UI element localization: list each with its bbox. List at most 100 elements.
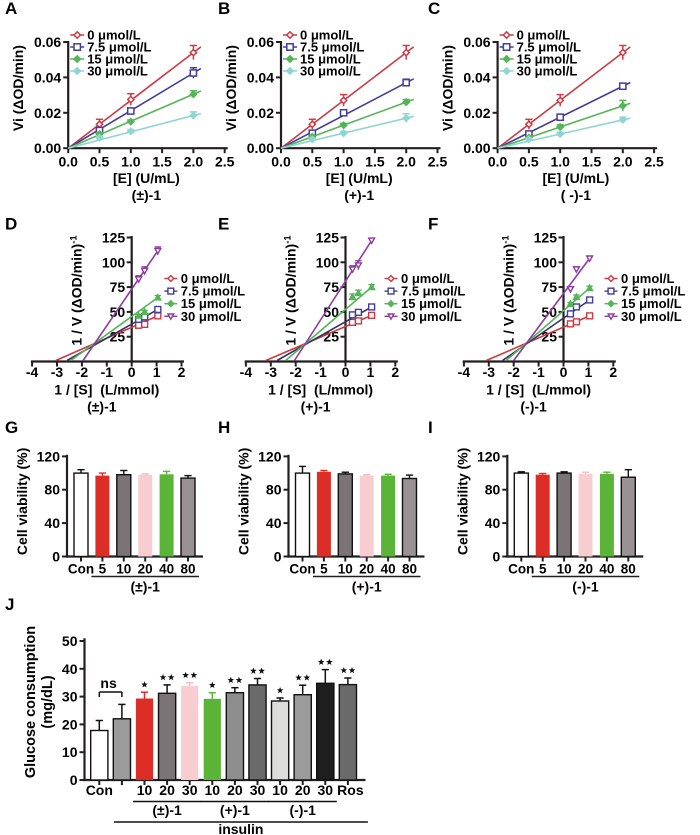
- svg-text:40: 40: [381, 562, 396, 577]
- svg-text:5: 5: [539, 562, 547, 577]
- svg-text:-2: -2: [76, 364, 89, 380]
- svg-text:30: 30: [318, 782, 334, 798]
- svg-text:1.0: 1.0: [550, 154, 570, 170]
- svg-text:-4: -4: [240, 364, 253, 380]
- svg-text:Cell viability (%): Cell viability (%): [14, 448, 30, 555]
- svg-text:75: 75: [323, 279, 339, 295]
- svg-text:100: 100: [316, 254, 340, 270]
- svg-text:A: A: [5, 0, 17, 18]
- svg-text:1 / V (ΔOD/min)-1: 1 / V (ΔOD/min)-1: [283, 235, 299, 346]
- svg-text:30 μmol/L: 30 μmol/L: [181, 309, 242, 324]
- svg-text:(±)-1: (±)-1: [152, 802, 182, 818]
- svg-text:2.0: 2.0: [184, 154, 204, 170]
- svg-text:0.5: 0.5: [90, 154, 110, 170]
- svg-text:Con: Con: [86, 782, 113, 798]
- svg-text:15 μmol/L: 15 μmol/L: [181, 296, 242, 311]
- svg-text:2.0: 2.0: [613, 154, 633, 170]
- svg-text:C: C: [428, 0, 440, 18]
- svg-text:Con: Con: [68, 562, 94, 577]
- svg-text:0.04: 0.04: [34, 69, 61, 85]
- svg-text:75: 75: [110, 279, 126, 295]
- svg-text:D: D: [5, 215, 17, 234]
- svg-text:30 μmol/L: 30 μmol/L: [517, 64, 578, 79]
- svg-text:1 / V (ΔOD/min)-1: 1 / V (ΔOD/min)-1: [501, 235, 517, 346]
- svg-text:J: J: [5, 595, 14, 614]
- svg-text:20: 20: [62, 716, 78, 732]
- svg-text:15 μmol/L: 15 μmol/L: [517, 52, 578, 67]
- svg-text:40: 40: [44, 515, 60, 531]
- svg-text:80: 80: [266, 482, 282, 498]
- svg-text:1.0: 1.0: [121, 154, 141, 170]
- svg-text:25: 25: [323, 329, 339, 345]
- svg-text:(+)-1: (+)-1: [220, 802, 250, 818]
- svg-text:0: 0: [128, 364, 136, 380]
- svg-text:Con: Con: [508, 562, 534, 577]
- svg-text:0 μmol/L: 0 μmol/L: [517, 28, 571, 43]
- svg-text:0.06: 0.06: [34, 34, 61, 50]
- svg-text:Vi (ΔOD/min): Vi (ΔOD/min): [10, 45, 26, 131]
- svg-text:(±)-1: (±)-1: [132, 187, 162, 203]
- svg-text:15 μmol/L: 15 μmol/L: [300, 52, 361, 67]
- svg-text:2: 2: [609, 364, 617, 380]
- svg-text:20: 20: [578, 562, 593, 577]
- svg-text:125: 125: [534, 230, 558, 246]
- svg-text:0: 0: [493, 549, 501, 565]
- svg-text:120: 120: [258, 448, 282, 464]
- svg-text:7.5 μmol/L: 7.5 μmol/L: [300, 40, 364, 55]
- svg-text:2.5: 2.5: [428, 154, 448, 170]
- svg-text:0.02: 0.02: [463, 105, 490, 121]
- svg-text:20: 20: [138, 562, 153, 577]
- svg-text:7.5 μmol/L: 7.5 μmol/L: [401, 284, 465, 299]
- svg-text:(-)-1: (-)-1: [289, 802, 316, 818]
- svg-text:I: I: [428, 418, 433, 437]
- svg-text:0.0: 0.0: [271, 154, 291, 170]
- svg-text:1 / [S] (L/mmol): 1 / [S] (L/mmol): [268, 382, 373, 398]
- svg-text:2.0: 2.0: [396, 154, 416, 170]
- svg-text:40: 40: [485, 515, 501, 531]
- svg-text:-4: -4: [458, 364, 471, 380]
- svg-text:Vi (ΔOD/min): Vi (ΔOD/min): [440, 45, 456, 131]
- svg-text:-2: -2: [289, 364, 302, 380]
- svg-text:(-)-1: (-)-1: [520, 399, 547, 415]
- svg-text:0.02: 0.02: [34, 105, 61, 121]
- svg-text:40: 40: [159, 562, 174, 577]
- svg-text:0.0: 0.0: [488, 154, 508, 170]
- svg-text:1: 1: [153, 364, 161, 380]
- svg-text:F: F: [428, 215, 438, 234]
- svg-text:0 μmol/L: 0 μmol/L: [300, 28, 354, 43]
- svg-text:20: 20: [295, 782, 311, 798]
- svg-text:1.5: 1.5: [582, 154, 602, 170]
- svg-text:5: 5: [320, 562, 328, 577]
- svg-text:10: 10: [557, 562, 572, 577]
- svg-text:1 / [S] (L/mmol): 1 / [S] (L/mmol): [486, 382, 591, 398]
- svg-text:[E] (U/mL): [E] (U/mL): [542, 170, 609, 186]
- svg-text:0.5: 0.5: [303, 154, 323, 170]
- svg-text:80: 80: [180, 562, 195, 577]
- svg-text:2.5: 2.5: [215, 154, 235, 170]
- svg-text:-1: -1: [101, 364, 114, 380]
- svg-text:5: 5: [99, 562, 107, 577]
- svg-text:7.5 μmol/L: 7.5 μmol/L: [181, 284, 245, 299]
- svg-text:1.0: 1.0: [334, 154, 354, 170]
- svg-text:40: 40: [62, 661, 78, 677]
- svg-text:1 / V (ΔOD/min)-1: 1 / V (ΔOD/min)-1: [69, 235, 85, 346]
- svg-text:25: 25: [541, 329, 557, 345]
- svg-text:(±)-1: (±)-1: [87, 399, 117, 415]
- svg-text:E: E: [218, 215, 229, 234]
- svg-text:0 μmol/L: 0 μmol/L: [621, 271, 675, 286]
- svg-text:80: 80: [621, 562, 636, 577]
- svg-text:[E] (U/mL): [E] (U/mL): [326, 170, 393, 186]
- svg-text:( -)-1: ( -)-1: [561, 187, 592, 203]
- svg-text:10: 10: [62, 744, 78, 760]
- svg-text:Con: Con: [289, 562, 315, 577]
- svg-text:(-)-1: (-)-1: [572, 579, 599, 595]
- svg-text:2: 2: [391, 364, 399, 380]
- svg-text:B: B: [218, 0, 230, 18]
- svg-text:30 μmol/L: 30 μmol/L: [621, 309, 682, 324]
- svg-text:(±)-1: (±)-1: [130, 579, 160, 595]
- svg-text:ns: ns: [100, 675, 117, 691]
- svg-text:0.00: 0.00: [34, 140, 61, 156]
- svg-text:1: 1: [367, 364, 375, 380]
- svg-text:Ros: Ros: [337, 782, 364, 798]
- svg-text:G: G: [5, 418, 18, 437]
